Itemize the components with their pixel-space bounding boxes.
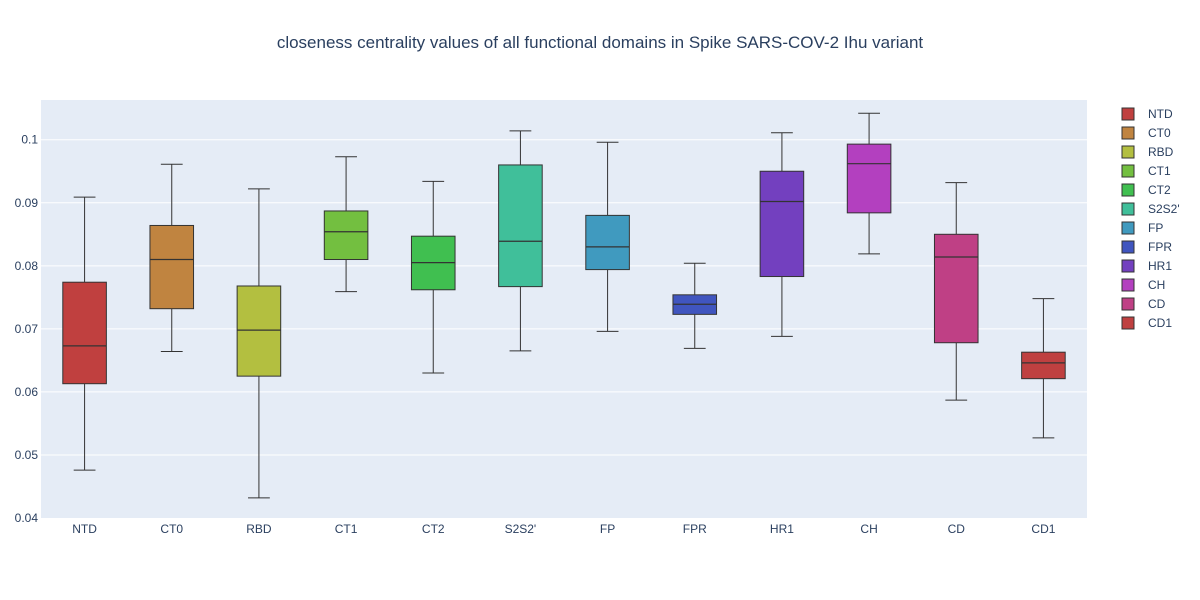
legend-label: NTD — [1148, 107, 1173, 121]
legend-item: CD1 — [1121, 316, 1172, 330]
plot-area — [41, 100, 1087, 518]
box-iqr — [759, 170, 805, 278]
x-tick-label: NTD — [72, 522, 97, 536]
box-ch — [846, 112, 892, 255]
box-iqr — [498, 164, 543, 288]
y-tick-label: 0.06 — [15, 385, 39, 399]
legend-label: CT0 — [1148, 126, 1171, 140]
legend-item: HR1 — [1121, 259, 1172, 273]
chart-title: closeness centrality values of all funct… — [276, 33, 924, 52]
box-series — [62, 112, 1066, 499]
box-fpr — [672, 262, 718, 349]
legend-item: CT2 — [1121, 183, 1171, 197]
box-hr1 — [759, 132, 805, 337]
x-tick-label: CD — [948, 522, 966, 536]
box-s2s2 — [498, 130, 543, 352]
box-cd1 — [1021, 298, 1066, 439]
legend-swatch — [1121, 240, 1135, 254]
x-tick-label: HR1 — [770, 522, 794, 536]
box-ntd — [62, 196, 107, 471]
legend-swatch — [1121, 278, 1135, 292]
legend-swatch — [1121, 107, 1135, 121]
legend-swatch — [1121, 259, 1135, 273]
legend-item: S2S2' — [1121, 202, 1180, 216]
box-fp — [585, 141, 630, 332]
legend-label: CT2 — [1148, 183, 1171, 197]
box-iqr — [846, 143, 892, 214]
y-tick-label: 0.08 — [15, 259, 39, 273]
legend-swatch — [1121, 183, 1135, 197]
legend-item: FPR — [1121, 240, 1172, 254]
y-tick-label: 0.09 — [15, 196, 39, 210]
x-tick-label: RBD — [246, 522, 272, 536]
legend-label: S2S2' — [1148, 202, 1180, 216]
y-axis-ticks: 0.04 0.05 0.06 0.07 0.08 0.09 0.1 — [15, 133, 39, 525]
legend-label: RBD — [1148, 145, 1174, 159]
x-tick-label: FP — [600, 522, 615, 536]
legend-swatch — [1121, 202, 1135, 216]
legend-item: CD — [1121, 297, 1166, 311]
y-tick-label: 0.05 — [15, 448, 39, 462]
legend-label: CT1 — [1148, 164, 1171, 178]
box-cd — [933, 182, 979, 401]
x-tick-label: CT2 — [422, 522, 445, 536]
x-tick-label: S2S2' — [505, 522, 537, 536]
legend-swatch — [1121, 316, 1135, 330]
box-iqr — [933, 233, 979, 344]
y-tick-label: 0.04 — [15, 511, 39, 525]
legend-label: FPR — [1148, 240, 1172, 254]
legend-swatch — [1121, 126, 1135, 140]
legend-item: RBD — [1121, 145, 1174, 159]
legend-item: NTD — [1121, 107, 1173, 121]
box-iqr — [149, 224, 195, 310]
legend-item: FP — [1121, 221, 1163, 235]
box-iqr — [323, 210, 369, 261]
legend-swatch — [1121, 145, 1135, 159]
legend-label: HR1 — [1148, 259, 1172, 273]
box-iqr — [585, 214, 630, 271]
legend-swatch — [1121, 164, 1135, 178]
legend-label: FP — [1148, 221, 1163, 235]
box-rbd — [236, 188, 282, 499]
gridlines — [41, 139, 1087, 456]
box-ct0 — [149, 163, 195, 353]
box-ct2 — [410, 180, 456, 374]
x-tick-label: CT0 — [160, 522, 183, 536]
legend: NTD CT0 RBD CT1 CT2 S2S2' FP FPR HR1 CH CD CD1 — [1121, 107, 1180, 330]
legend-item: CH — [1121, 278, 1165, 292]
legend-label: CD1 — [1148, 316, 1172, 330]
legend-swatch — [1121, 221, 1135, 235]
legend-swatch — [1121, 297, 1135, 311]
y-tick-label: 0.1 — [21, 133, 38, 147]
legend-label: CH — [1148, 278, 1165, 292]
x-tick-label: CT1 — [335, 522, 358, 536]
y-tick-label: 0.07 — [15, 322, 39, 336]
legend-item: CT1 — [1121, 164, 1171, 178]
box-iqr — [236, 285, 282, 377]
legend-label: CD — [1148, 297, 1166, 311]
x-tick-label: FPR — [683, 522, 707, 536]
legend-item: CT0 — [1121, 126, 1171, 140]
box-ct1 — [323, 156, 369, 293]
x-tick-label: CD1 — [1031, 522, 1055, 536]
box-iqr — [1021, 351, 1066, 380]
x-axis-ticks: NTD CT0 RBD CT1 CT2 S2S2' FP FPR HR1 CH CD CD1 — [72, 522, 1055, 536]
x-tick-label: CH — [860, 522, 877, 536]
box-iqr — [62, 281, 107, 385]
